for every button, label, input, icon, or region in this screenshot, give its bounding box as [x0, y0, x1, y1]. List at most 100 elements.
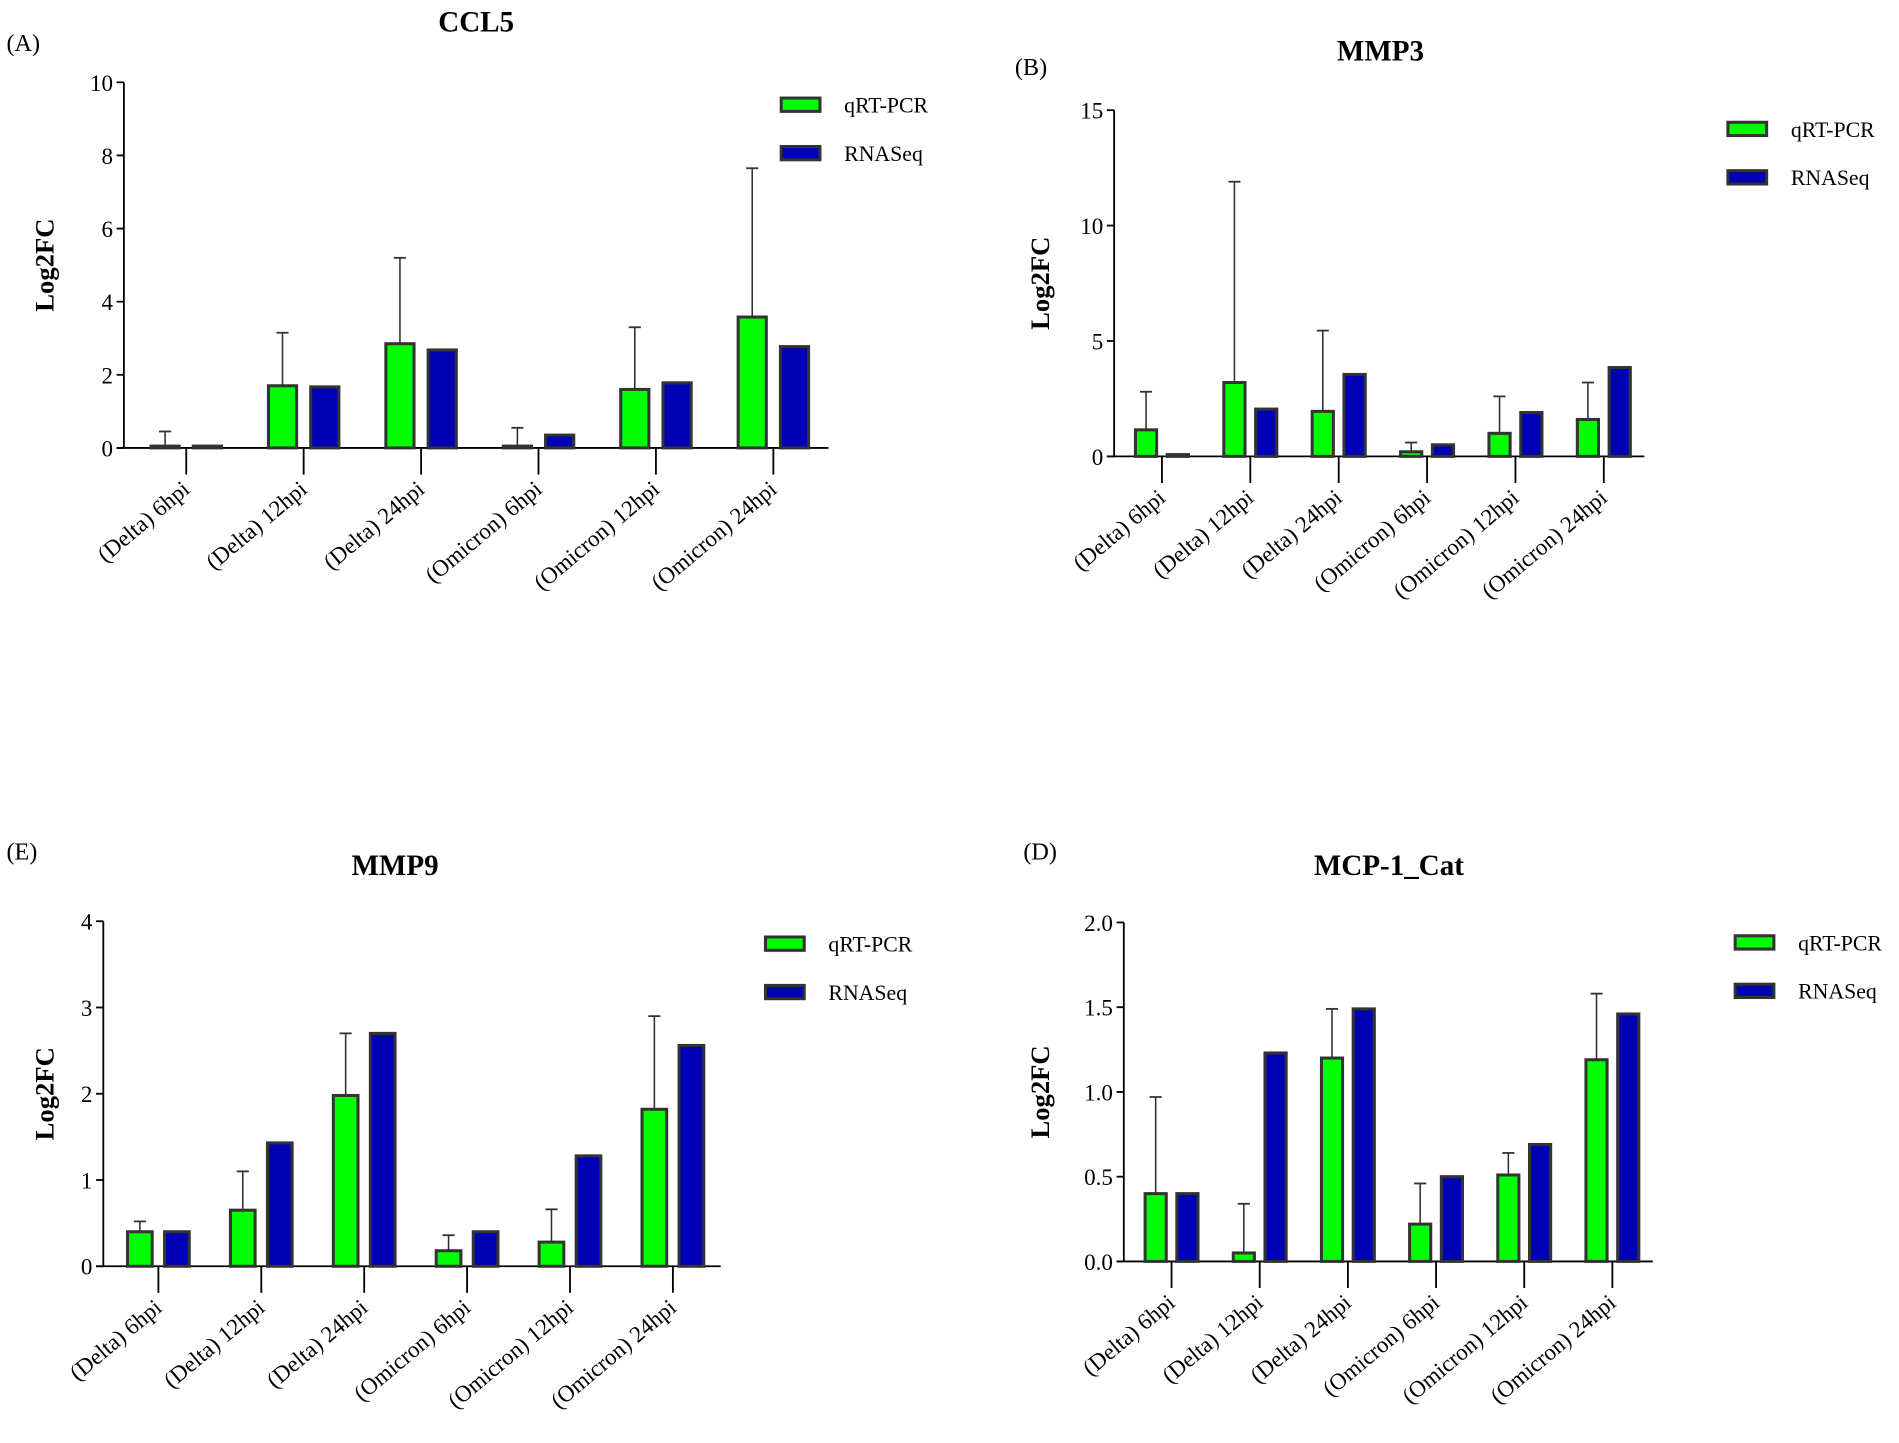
y-axis-label: Log2FC — [1025, 237, 1055, 330]
legend-swatch — [1733, 982, 1776, 1000]
bar-qrt-pcr — [149, 444, 181, 450]
bar-rnaseq — [471, 1230, 500, 1268]
legend-swatch — [1733, 934, 1776, 951]
y-tick-label: 0 — [101, 436, 113, 461]
y-tick-label: 15 — [1080, 99, 1103, 124]
y-tick-label: 4 — [81, 910, 93, 935]
y-tick-label: 0 — [81, 1255, 93, 1280]
x-tick-label: (Omicron) 12hpi — [529, 476, 664, 595]
bar-qrt-pcr — [1399, 450, 1424, 458]
bar-rnaseq — [661, 381, 693, 450]
bar-rnaseq — [1342, 372, 1367, 458]
y-tick-label: 1 — [81, 1168, 93, 1193]
legend-label: RNASeq — [844, 142, 923, 166]
bar-rnaseq — [778, 345, 811, 450]
bar-rnaseq — [544, 433, 576, 450]
y-tick-label: 2 — [101, 363, 113, 388]
bar-rnaseq — [1519, 411, 1544, 458]
y-tick-label: 6 — [101, 217, 113, 242]
bar-qrt-pcr — [1487, 431, 1512, 458]
bar-rnaseq — [265, 1141, 294, 1268]
legend-label: RNASeq — [828, 981, 907, 1005]
bar-qrt-pcr — [434, 1249, 463, 1268]
bar-rnaseq — [1527, 1142, 1553, 1263]
bar-qrt-pcr — [1143, 1192, 1168, 1263]
legend-swatch — [1726, 169, 1769, 186]
bar-rnaseq — [1616, 1012, 1641, 1263]
y-tick-label: 2.0 — [1084, 911, 1113, 936]
y-tick-label: 4 — [101, 290, 113, 315]
bar-rnaseq — [191, 444, 223, 450]
y-axis-label: Log2FC — [1025, 1045, 1055, 1138]
y-tick-label: 2 — [81, 1082, 93, 1107]
bar-qrt-pcr — [1408, 1222, 1433, 1263]
legend-label: RNASeq — [1791, 166, 1870, 190]
bar-qrt-pcr — [640, 1107, 669, 1268]
bar-qrt-pcr — [1319, 1056, 1345, 1263]
bar-qrt-pcr — [1496, 1173, 1521, 1263]
bar-rnaseq — [163, 1230, 191, 1268]
bar-rnaseq — [368, 1031, 397, 1268]
y-tick-label: 0 — [1092, 445, 1104, 470]
chart-panel-2: MMP9 (E) Log2FC 0 1 2 3 4 (Delta) 6hpi(Delta) 12… — [6, 839, 912, 1414]
bar-rnaseq — [426, 348, 458, 450]
y-tick-label: 0.5 — [1084, 1165, 1113, 1190]
bar-rnaseq — [1351, 1007, 1376, 1263]
chart-title: CCL5 — [438, 6, 514, 38]
legend-label: qRT-PCR — [844, 94, 928, 118]
x-tick-label: (Delta) 12hpi — [159, 1295, 269, 1393]
bar-rnaseq — [1607, 366, 1632, 458]
x-tick-label: (Delta) 24hpi — [262, 1295, 372, 1393]
bar-rnaseq — [1430, 443, 1456, 458]
bar-rnaseq — [309, 385, 341, 450]
bar-qrt-pcr — [331, 1093, 360, 1268]
bar-rnaseq — [574, 1154, 603, 1268]
y-tick-label: 8 — [101, 144, 113, 169]
bar-qrt-pcr — [266, 384, 299, 450]
bar-qrt-pcr — [126, 1230, 154, 1268]
legend-label: qRT-PCR — [1791, 118, 1875, 142]
bar-qrt-pcr — [619, 387, 651, 450]
legend-label: qRT-PCR — [1798, 931, 1882, 955]
bar-qrt-pcr — [1584, 1058, 1609, 1263]
y-tick-label: 10 — [1080, 214, 1103, 239]
bar-qrt-pcr — [1231, 1251, 1256, 1263]
panel-label: (E) — [6, 839, 37, 866]
bar-qrt-pcr — [1575, 417, 1601, 458]
x-tick-label: (Omicron) 24hpi — [646, 476, 781, 595]
y-tick-label: 1.0 — [1084, 1080, 1113, 1105]
y-tick-label: 10 — [90, 71, 113, 96]
bar-rnaseq — [1439, 1175, 1465, 1263]
legend-label: RNASeq — [1798, 980, 1877, 1004]
x-tick-label: (Delta) 24hpi — [319, 476, 429, 574]
y-tick-label: 0.0 — [1084, 1250, 1113, 1275]
y-axis-label: Log2FC — [30, 1047, 60, 1140]
x-tick-label: (Delta) 12hpi — [201, 476, 311, 574]
bar-qrt-pcr — [537, 1240, 566, 1268]
chart-title: MMP3 — [1337, 36, 1424, 68]
legend-swatch — [1726, 120, 1769, 138]
chart-title: MMP9 — [352, 850, 439, 882]
bar-qrt-pcr — [384, 342, 416, 450]
y-axis-label: Log2FC — [30, 219, 60, 312]
y-tick-label: 5 — [1092, 329, 1104, 354]
bar-rnaseq — [1263, 1051, 1288, 1263]
legend-swatch — [779, 144, 822, 162]
bar-rnaseq — [1165, 453, 1190, 458]
legend-swatch — [763, 935, 806, 952]
bar-rnaseq — [677, 1043, 706, 1268]
bar-qrt-pcr — [736, 315, 768, 450]
bar-qrt-pcr — [1310, 409, 1335, 458]
y-tick-label: 1.5 — [1084, 996, 1113, 1021]
panel-label: (B) — [1015, 54, 1047, 81]
panel-label: (A) — [6, 30, 40, 57]
bar-qrt-pcr — [1222, 381, 1247, 458]
y-tick-label: 3 — [81, 996, 93, 1021]
legend-swatch — [779, 96, 822, 113]
chart-title: MCP-1_Cat — [1314, 850, 1464, 882]
x-tick-label: (Omicron) 6hpi — [420, 476, 546, 588]
x-tick-label: (Delta) 6hpi — [65, 1295, 167, 1386]
panel-label: (D) — [1023, 839, 1057, 866]
